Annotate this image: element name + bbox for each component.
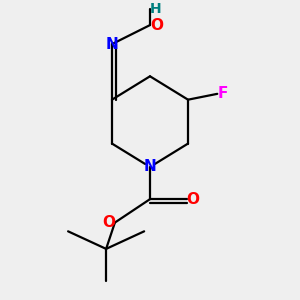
Text: N: N xyxy=(106,37,118,52)
Text: H: H xyxy=(150,2,162,16)
Text: F: F xyxy=(217,86,228,101)
Text: O: O xyxy=(150,18,163,33)
Text: O: O xyxy=(187,192,200,207)
Text: N: N xyxy=(144,160,156,175)
Text: O: O xyxy=(102,215,115,230)
